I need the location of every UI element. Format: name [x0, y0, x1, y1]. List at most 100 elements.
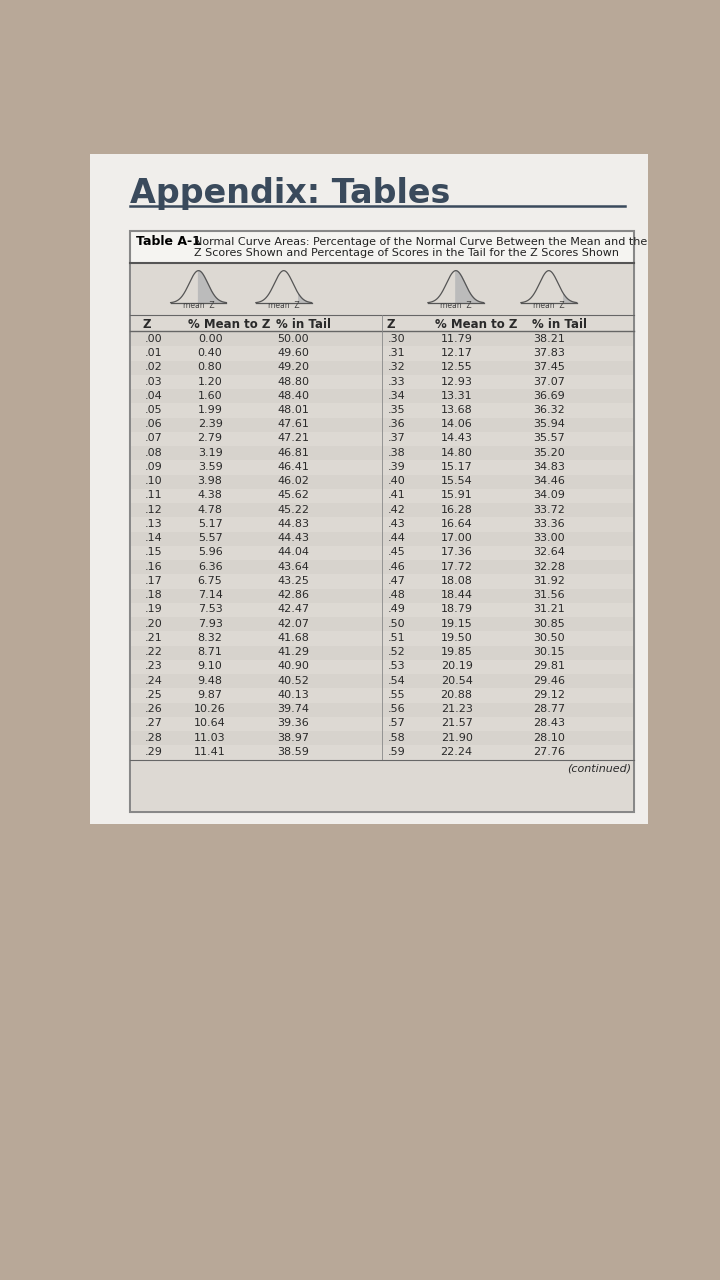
Text: .35: .35 [387, 404, 405, 415]
Text: 16.64: 16.64 [441, 518, 472, 529]
Text: 49.20: 49.20 [277, 362, 309, 372]
Text: 38.59: 38.59 [277, 748, 309, 756]
Text: .39: .39 [387, 462, 405, 472]
Text: 48.80: 48.80 [277, 376, 309, 387]
Text: % Mean to Z: % Mean to Z [189, 319, 271, 332]
Text: 0.40: 0.40 [198, 348, 222, 358]
FancyBboxPatch shape [519, 268, 578, 303]
Text: .43: .43 [387, 518, 405, 529]
Text: Table A-1: Table A-1 [137, 234, 202, 248]
Text: .29: .29 [144, 748, 162, 756]
Text: 3.19: 3.19 [198, 448, 222, 458]
Text: 18.08: 18.08 [441, 576, 472, 586]
FancyBboxPatch shape [131, 361, 634, 375]
FancyBboxPatch shape [131, 417, 634, 431]
Text: Appendix: Tables: Appendix: Tables [130, 177, 451, 210]
Text: .36: .36 [387, 420, 405, 429]
Text: 38.21: 38.21 [533, 334, 564, 344]
Text: 9.10: 9.10 [198, 662, 222, 672]
Text: 21.57: 21.57 [441, 718, 472, 728]
FancyBboxPatch shape [131, 333, 634, 347]
Text: 37.83: 37.83 [533, 348, 564, 358]
Text: .12: .12 [144, 504, 162, 515]
Text: .33: .33 [387, 376, 405, 387]
Text: 13.68: 13.68 [441, 404, 472, 415]
Text: 41.68: 41.68 [277, 632, 309, 643]
FancyBboxPatch shape [131, 589, 634, 603]
Text: 19.85: 19.85 [441, 648, 472, 657]
Text: 0.00: 0.00 [198, 334, 222, 344]
Text: 7.93: 7.93 [198, 618, 222, 628]
Text: 14.80: 14.80 [441, 448, 472, 458]
Text: 44.43: 44.43 [277, 534, 309, 543]
Text: 32.64: 32.64 [533, 548, 564, 558]
Text: .03: .03 [144, 376, 162, 387]
Text: 27.76: 27.76 [533, 748, 564, 756]
Text: .05: .05 [144, 404, 162, 415]
Text: .00: .00 [144, 334, 162, 344]
Text: .24: .24 [144, 676, 162, 686]
Text: 15.17: 15.17 [441, 462, 472, 472]
Text: 15.91: 15.91 [441, 490, 472, 500]
FancyBboxPatch shape [254, 268, 313, 303]
Text: .45: .45 [387, 548, 405, 558]
Text: 35.20: 35.20 [533, 448, 564, 458]
Text: 34.83: 34.83 [533, 462, 564, 472]
Polygon shape [199, 270, 226, 303]
Text: 4.78: 4.78 [197, 504, 222, 515]
Text: .25: .25 [144, 690, 162, 700]
Text: .22: .22 [144, 648, 162, 657]
Text: 4.38: 4.38 [198, 490, 222, 500]
Text: .40: .40 [387, 476, 405, 486]
Text: 42.07: 42.07 [277, 618, 309, 628]
Text: 43.64: 43.64 [277, 562, 309, 572]
Text: .20: .20 [144, 618, 162, 628]
Text: 18.79: 18.79 [441, 604, 472, 614]
FancyBboxPatch shape [131, 561, 634, 575]
Text: .44: .44 [387, 534, 405, 543]
Text: .52: .52 [387, 648, 405, 657]
Text: 5.57: 5.57 [198, 534, 222, 543]
Text: mean  Z: mean Z [440, 301, 472, 310]
Text: 47.61: 47.61 [277, 420, 309, 429]
Text: 39.74: 39.74 [277, 704, 309, 714]
Text: 47.21: 47.21 [277, 434, 309, 443]
Text: .11: .11 [144, 490, 162, 500]
Text: 13.31: 13.31 [441, 390, 472, 401]
Text: .54: .54 [387, 676, 405, 686]
Text: 21.23: 21.23 [441, 704, 472, 714]
Text: .30: .30 [387, 334, 405, 344]
Text: .59: .59 [387, 748, 405, 756]
Polygon shape [299, 294, 312, 303]
Text: .13: .13 [144, 518, 162, 529]
Text: 5.96: 5.96 [198, 548, 222, 558]
Text: .06: .06 [144, 420, 162, 429]
Text: .53: .53 [387, 662, 405, 672]
Text: 20.88: 20.88 [441, 690, 472, 700]
Text: % in Tail: % in Tail [276, 319, 331, 332]
Text: .09: .09 [144, 462, 162, 472]
Text: 16.28: 16.28 [441, 504, 472, 515]
Text: .56: .56 [387, 704, 405, 714]
Text: 40.13: 40.13 [277, 690, 309, 700]
Text: .17: .17 [144, 576, 162, 586]
Text: 12.17: 12.17 [441, 348, 472, 358]
FancyBboxPatch shape [131, 675, 634, 689]
Text: 5.17: 5.17 [198, 518, 222, 529]
Text: 1.99: 1.99 [198, 404, 222, 415]
FancyBboxPatch shape [130, 230, 634, 812]
Text: 31.56: 31.56 [533, 590, 564, 600]
Text: 35.94: 35.94 [533, 420, 564, 429]
Text: 30.85: 30.85 [533, 618, 564, 628]
Text: .31: .31 [387, 348, 405, 358]
FancyBboxPatch shape [131, 389, 634, 403]
FancyBboxPatch shape [169, 268, 228, 303]
Text: Normal Curve Areas: Percentage of the Normal Curve Between the Mean and the: Normal Curve Areas: Percentage of the No… [194, 237, 647, 247]
Text: .51: .51 [387, 632, 405, 643]
Text: 28.43: 28.43 [533, 718, 564, 728]
FancyBboxPatch shape [131, 703, 634, 717]
Text: .42: .42 [387, 504, 405, 515]
Text: 11.03: 11.03 [194, 732, 226, 742]
Text: .18: .18 [144, 590, 162, 600]
FancyBboxPatch shape [131, 645, 634, 660]
